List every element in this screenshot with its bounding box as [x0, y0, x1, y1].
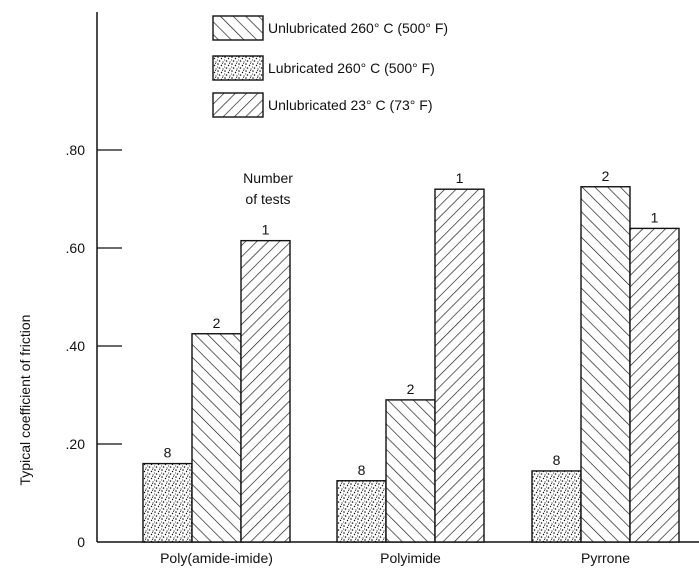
category-label: Poly(amide-imide)	[160, 550, 273, 566]
bar-slash	[434, 188, 485, 543]
bar-test-count: 1	[262, 222, 270, 238]
bar-slash	[629, 227, 680, 543]
bar-test-count: 8	[358, 462, 366, 478]
y-tick-label: .40	[66, 338, 86, 354]
annotation-line-2: of tests	[245, 191, 290, 207]
bar-backslash	[385, 399, 436, 543]
legend-label: Lubricated 260° C (500° F)	[268, 60, 435, 76]
bar-slash	[240, 239, 291, 543]
test-counts: 8 2 1 8 2 1 8 2 1	[164, 168, 659, 478]
bar-test-count: 2	[407, 381, 415, 397]
y-ticks: 0 .20 .40 .60 .80	[66, 142, 122, 550]
y-tick-label: 0	[77, 534, 85, 550]
bar-test-count: 2	[213, 315, 221, 331]
bar-stipple	[531, 470, 582, 543]
legend-swatch-stipple	[212, 55, 264, 81]
bar-stipple	[336, 480, 387, 543]
category-label: Pyrrone	[581, 550, 630, 566]
y-tick-label: .20	[66, 436, 86, 452]
bar-test-count: 1	[651, 209, 659, 225]
bar-test-count: 1	[456, 170, 464, 186]
y-tick-label: .80	[66, 142, 86, 158]
bar-test-count: 2	[602, 168, 610, 184]
bar-backslash	[191, 333, 242, 543]
category-labels: Poly(amide-imide) Polyimide Pyrrone	[160, 550, 630, 566]
legend: Unlubricated 260° C (500° F) Lubricated 2…	[212, 15, 448, 118]
bar-test-count: 8	[164, 445, 172, 461]
y-tick-label: .60	[66, 240, 86, 256]
legend-swatch-slash	[212, 92, 264, 118]
legend-label: Unlubricated 260° C (500° F)	[268, 20, 448, 36]
bar-backslash	[580, 186, 631, 543]
number-of-tests-annotation: Number of tests	[243, 170, 293, 207]
annotation-line-1: Number	[243, 170, 293, 186]
bars	[142, 186, 680, 543]
y-axis-label: Typical coefficient of friction	[17, 315, 33, 486]
bar-test-count: 8	[553, 452, 561, 468]
bar-stipple	[142, 462, 193, 543]
legend-label: Unlubricated 23° C (73° F)	[268, 97, 433, 113]
legend-swatch-backslash	[212, 15, 264, 41]
category-label: Polyimide	[380, 550, 441, 566]
